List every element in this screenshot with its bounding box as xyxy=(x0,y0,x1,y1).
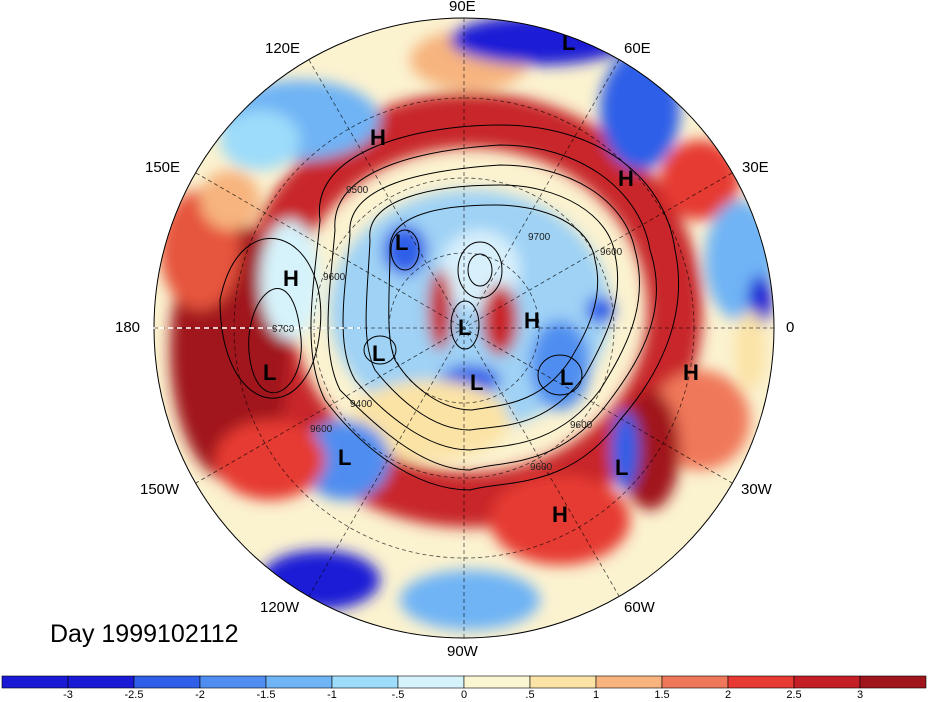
anomaly-field: 9500 9700 9600 9600 9700 9600 9400 9600 … xyxy=(154,18,774,638)
low-pressure-center: L xyxy=(470,370,483,395)
colorbar-swatch xyxy=(661,675,729,689)
contour-label: 9400 xyxy=(350,399,373,410)
colorbar-tick-label: .5 xyxy=(525,689,535,701)
map-title: Day 1999102112 xyxy=(50,620,239,648)
colorbar-tick-label: 1.5 xyxy=(654,689,670,701)
colorbar-tick-label: -2 xyxy=(195,689,205,701)
contour-label: 9600 xyxy=(570,420,593,431)
low-pressure-center: L xyxy=(372,341,385,366)
colorbar-tick-label: 2.5 xyxy=(786,689,802,701)
high-pressure-center: H xyxy=(524,308,540,333)
lon-label-60e: 60E xyxy=(624,40,651,57)
colorbar xyxy=(1,675,927,689)
contour-label: 9600 xyxy=(323,272,346,283)
lon-label-60w: 60W xyxy=(624,599,655,616)
contour-label: 9700 xyxy=(272,324,295,335)
colorbar-swatch xyxy=(133,675,201,689)
lon-label-90e: 90E xyxy=(449,0,476,15)
colorbar-swatch xyxy=(331,675,399,689)
lon-label-90w: 90W xyxy=(447,643,478,660)
colorbar-tick-label: -2.5 xyxy=(124,689,144,701)
colorbar-tick-label: 1 xyxy=(592,689,600,701)
contour-label: 9500 xyxy=(346,185,369,196)
colorbar-tick-label: 0 xyxy=(460,689,468,701)
low-pressure-center: L xyxy=(338,445,351,470)
colorbar-swatch xyxy=(793,675,861,689)
high-pressure-center: H xyxy=(552,502,568,527)
colorbar-tick-label: -.5 xyxy=(391,689,405,701)
colorbar-swatch xyxy=(859,675,927,689)
colorbar-tick-label: -1.5 xyxy=(256,689,276,701)
low-pressure-center: L xyxy=(263,360,276,385)
low-pressure-center: L xyxy=(395,230,408,255)
contour-label: 9600 xyxy=(600,247,623,258)
high-pressure-center: H xyxy=(370,125,386,150)
lon-label-0: 0 xyxy=(786,319,795,336)
lon-label-180: 180 xyxy=(115,319,141,336)
colorbar-tick-label: 3 xyxy=(856,689,864,701)
colorbar-swatch xyxy=(199,675,267,689)
colorbar-tick-label: 2 xyxy=(724,689,732,701)
colorbar-swatch xyxy=(265,675,333,689)
lon-label-150e: 150E xyxy=(145,159,181,176)
lon-label-30w: 30W xyxy=(741,481,772,498)
low-pressure-center: L xyxy=(615,455,628,480)
high-pressure-center: H xyxy=(683,360,699,385)
colorbar-tick-label: -3 xyxy=(63,689,73,701)
contour-label: 9600 xyxy=(310,424,333,435)
low-pressure-center: L xyxy=(458,315,471,340)
lon-label-30e: 30E xyxy=(742,159,769,176)
low-pressure-center: L xyxy=(560,365,573,390)
lon-label-120w: 120W xyxy=(260,599,300,616)
colorbar-swatch xyxy=(595,675,663,689)
high-pressure-center: H xyxy=(618,166,634,191)
colorbar-swatch xyxy=(397,675,465,689)
colorbar-swatch xyxy=(529,675,597,689)
contour-label: 9600 xyxy=(530,462,553,473)
lon-label-120e: 120E xyxy=(265,40,301,57)
colorbar-tick-label: -1 xyxy=(327,689,337,701)
colorbar-swatch xyxy=(727,675,795,689)
colorbar-swatch xyxy=(1,675,69,689)
colorbar-swatch xyxy=(67,675,135,689)
high-pressure-center: H xyxy=(283,266,299,291)
lon-label-150w: 150W xyxy=(140,481,180,498)
low-pressure-center: L xyxy=(562,30,575,55)
colorbar-swatch xyxy=(463,675,531,689)
contour-label: 9700 xyxy=(528,232,551,243)
